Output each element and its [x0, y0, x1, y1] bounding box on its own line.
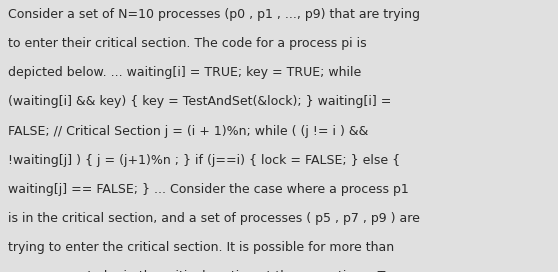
Text: Consider a set of N=10 processes (p0 , p1 , ..., p9) that are trying: Consider a set of N=10 processes (p0 , p…	[8, 8, 420, 21]
Text: to enter their critical section. The code for a process pi is: to enter their critical section. The cod…	[8, 37, 367, 50]
Text: is in the critical section, and a set of processes ( p5 , p7 , p9 ) are: is in the critical section, and a set of…	[8, 212, 420, 225]
Text: trying to enter the critical section. It is possible for more than: trying to enter the critical section. It…	[8, 241, 395, 254]
Text: (waiting[i] && key) { key = TestAndSet(&lock); } waiting[i] =: (waiting[i] && key) { key = TestAndSet(&…	[8, 95, 392, 109]
Text: FALSE; // Critical Section j = (i + 1)%n; while ( (j != i ) &&: FALSE; // Critical Section j = (i + 1)%n…	[8, 125, 369, 138]
Text: depicted below. ... waiting[i] = TRUE; key = TRUE; while: depicted below. ... waiting[i] = TRUE; k…	[8, 66, 362, 79]
Text: one process to be in the critical section at the same time. -True -: one process to be in the critical sectio…	[8, 270, 413, 272]
Text: !waiting[j] ) { j = (j+1)%n ; } if (j==i) { lock = FALSE; } else {: !waiting[j] ) { j = (j+1)%n ; } if (j==i…	[8, 154, 401, 167]
Text: waiting[j] == FALSE; } ... Consider the case where a process p1: waiting[j] == FALSE; } ... Consider the …	[8, 183, 409, 196]
